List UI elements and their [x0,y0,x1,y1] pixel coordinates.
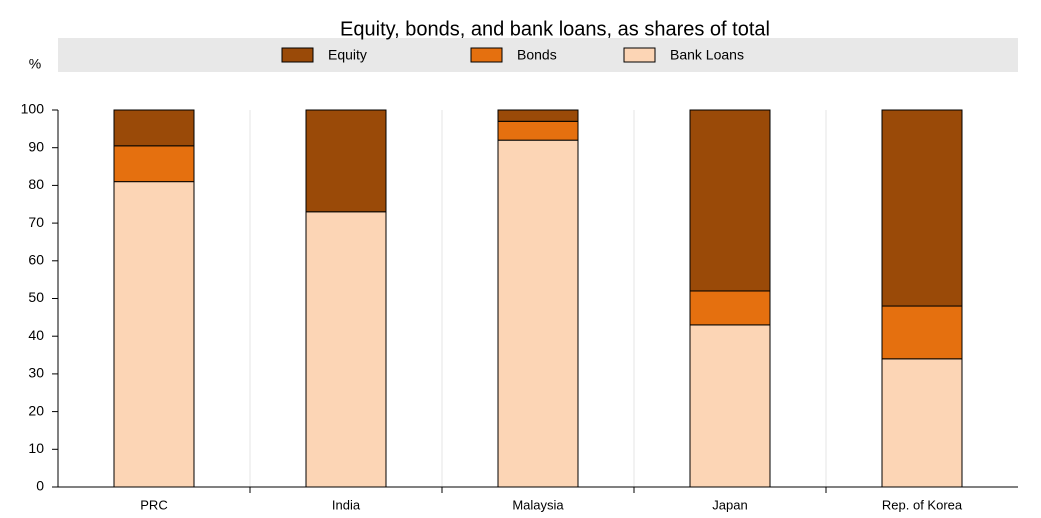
legend-swatch [470,47,503,63]
legend-band [58,38,1018,72]
bar-segment [305,109,387,213]
bar-segment [113,145,195,183]
y-tick-label: 50 [28,289,44,305]
x-tick-label: Malaysia [512,497,564,512]
y-tick-label: 90 [28,138,44,154]
y-tick-label: 40 [28,327,44,343]
bar-segment [689,324,771,488]
y-tick-label: 70 [28,214,44,230]
y-tick-label: 30 [28,365,44,381]
bar-segment [881,109,963,307]
bar-segment [689,109,771,292]
legend-swatch [281,47,314,63]
bar-segment [113,181,195,488]
bar-segment [305,211,387,488]
y-tick-label: 20 [28,402,44,418]
legend-label: Equity [328,47,367,63]
bar-segment [497,109,579,122]
bar-segment [881,358,963,488]
bar-segment [113,109,195,147]
legend-label: Bank Loans [670,47,744,63]
x-tick-label: Japan [712,497,747,512]
y-tick-label: 60 [28,252,44,268]
legend-swatch [623,47,656,63]
bar-segment [497,139,579,488]
bar-segment [497,120,579,141]
y-tick-label: 10 [28,440,44,456]
legend-label: Bonds [517,47,557,63]
chart-title: Equity, bonds, and bank loans, as shares… [340,18,770,40]
bar-segment [881,305,963,360]
x-tick-label: PRC [140,497,167,512]
bar-segment [689,290,771,326]
y-tick-label: 80 [28,176,44,192]
y-axis-label: % [29,56,41,72]
x-tick-label: India [332,497,361,512]
x-tick-label: Rep. of Korea [882,497,963,512]
y-tick-label: 100 [21,101,45,117]
y-tick-label: 0 [36,478,44,494]
